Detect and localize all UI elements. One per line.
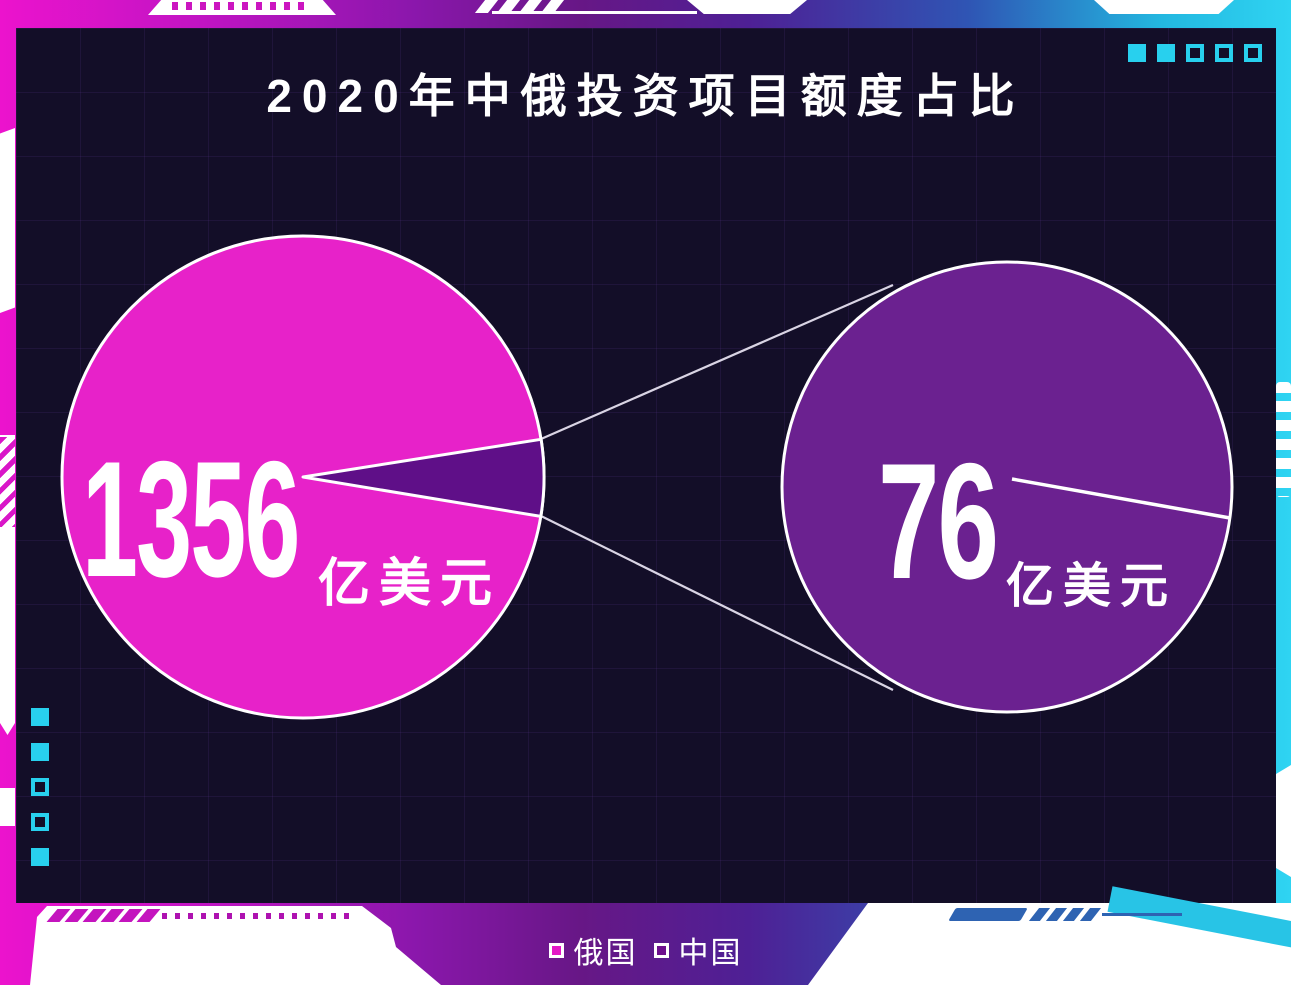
top-right-indicator-squares [1128,44,1262,62]
legend-label-china: 中国 [678,937,743,970]
russia-value: 1356 [82,437,437,602]
square-indicator-hollow [1244,44,1262,62]
china-slice-radius-line [1011,477,1231,520]
left-edge-bar-decoration [0,128,15,313]
legend-item-russia: 俄国 [548,928,638,972]
right-edge-ladder-decoration [1276,382,1291,497]
right-edge-bar-decoration [1276,765,1291,877]
russia-swatch-icon [548,942,564,958]
square-indicator-hollow [1186,44,1204,62]
top-dash-trapezoid-decoration [148,0,336,15]
china-value: 76 [878,439,1056,604]
square-indicator-hollow [31,778,49,796]
square-indicator-filled [1128,44,1146,62]
top-line-decoration [492,11,697,14]
top-right-trapezoid-decoration [1094,0,1234,14]
russia-value-number: 1356 [82,427,300,611]
square-indicator-hollow [31,813,49,831]
slash-pattern [0,437,15,527]
explode-connector-top-line [540,283,894,441]
legend: 俄国 中国 [0,928,1291,972]
china-value-number: 76 [878,429,999,613]
legend-item-china: 中国 [653,928,743,972]
square-indicator-filled [1157,44,1175,62]
left-indicator-squares [31,708,49,866]
china-value-unit: 亿美元 [1006,560,1178,613]
bottom-right-blue-line [1102,913,1182,916]
square-indicator-hollow [1215,44,1233,62]
explode-connector-bottom-line [540,515,894,691]
left-edge-bar-decoration [0,435,15,735]
square-indicator-filled [31,708,49,726]
legend-label-russia: 俄国 [573,937,638,970]
dash-pattern [172,2,312,10]
china-zoom-circle [780,260,1234,714]
bottom-right-blue-slashes [1028,908,1102,921]
left-edge-bar-decoration [0,788,15,826]
china-swatch-icon [653,942,669,958]
china-pie-slice [301,437,546,518]
square-indicator-filled [31,848,49,866]
slash-pattern [46,909,161,922]
bottom-right-blue-bar [948,908,1028,921]
dot-pattern [162,913,357,919]
bottom-left-panel-decoration [30,906,441,985]
russia-value-unit: 亿美元 [318,555,502,613]
square-indicator-filled [31,743,49,761]
page-title: 2020年中俄投资项目额度占比 [266,70,1025,122]
top-trapezoid-decoration [687,0,807,14]
